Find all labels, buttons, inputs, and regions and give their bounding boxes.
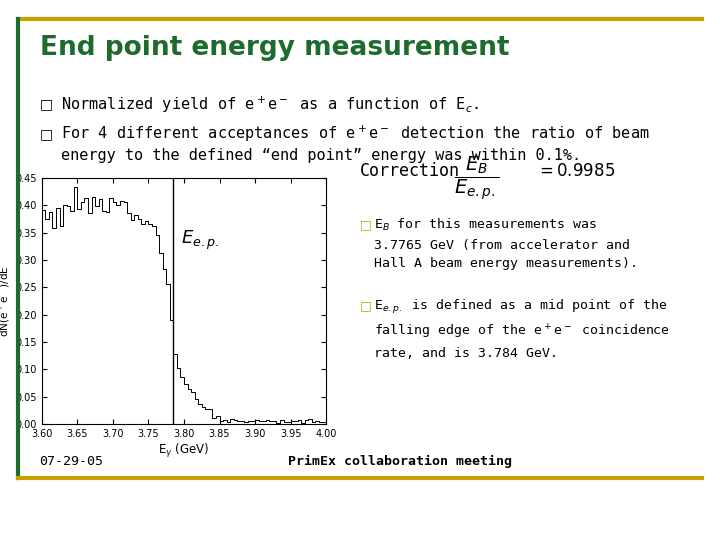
Text: $E_{e.p.}$: $E_{e.p.}$: [181, 228, 220, 252]
Text: □: □: [40, 127, 53, 141]
Text: □: □: [360, 300, 372, 313]
Text: 07-29-05: 07-29-05: [40, 455, 104, 468]
X-axis label: E$_{\gamma}$ (GeV): E$_{\gamma}$ (GeV): [158, 442, 210, 460]
Text: PrimEx collaboration meeting: PrimEx collaboration meeting: [288, 455, 512, 468]
Text: □: □: [360, 219, 372, 232]
Text: Correction: Correction: [360, 162, 460, 180]
Text: For 4 different acceptances of e$^+$e$^-$ detection the ratio of beam: For 4 different acceptances of e$^+$e$^-…: [61, 124, 650, 145]
Text: $= 0.9985$: $= 0.9985$: [536, 162, 616, 180]
Text: $\dfrac{E_B}{E_{e.p.}}$: $\dfrac{E_B}{E_{e.p.}}$: [454, 154, 500, 202]
Text: Normalized yield of e$^+$e$^-$ as a function of E$_c$.: Normalized yield of e$^+$e$^-$ as a func…: [61, 94, 479, 115]
Text: □: □: [40, 97, 53, 111]
Text: End point energy measurement: End point energy measurement: [40, 35, 509, 61]
Text: energy to the defined “end point” energy was within 0.1%.: energy to the defined “end point” energy…: [61, 148, 581, 163]
Y-axis label: dN(e$^+$e$^-$)/dE: dN(e$^+$e$^-$)/dE: [0, 265, 12, 337]
Text: E$_{e.p.}$ is defined as a mid point of the
falling edge of the e$^+$e$^-$ coinc: E$_{e.p.}$ is defined as a mid point of …: [374, 298, 670, 360]
Text: E$_B$ for this measurements was
3.7765 GeV (from accelerator and
Hall A beam ene: E$_B$ for this measurements was 3.7765 G…: [374, 217, 639, 270]
